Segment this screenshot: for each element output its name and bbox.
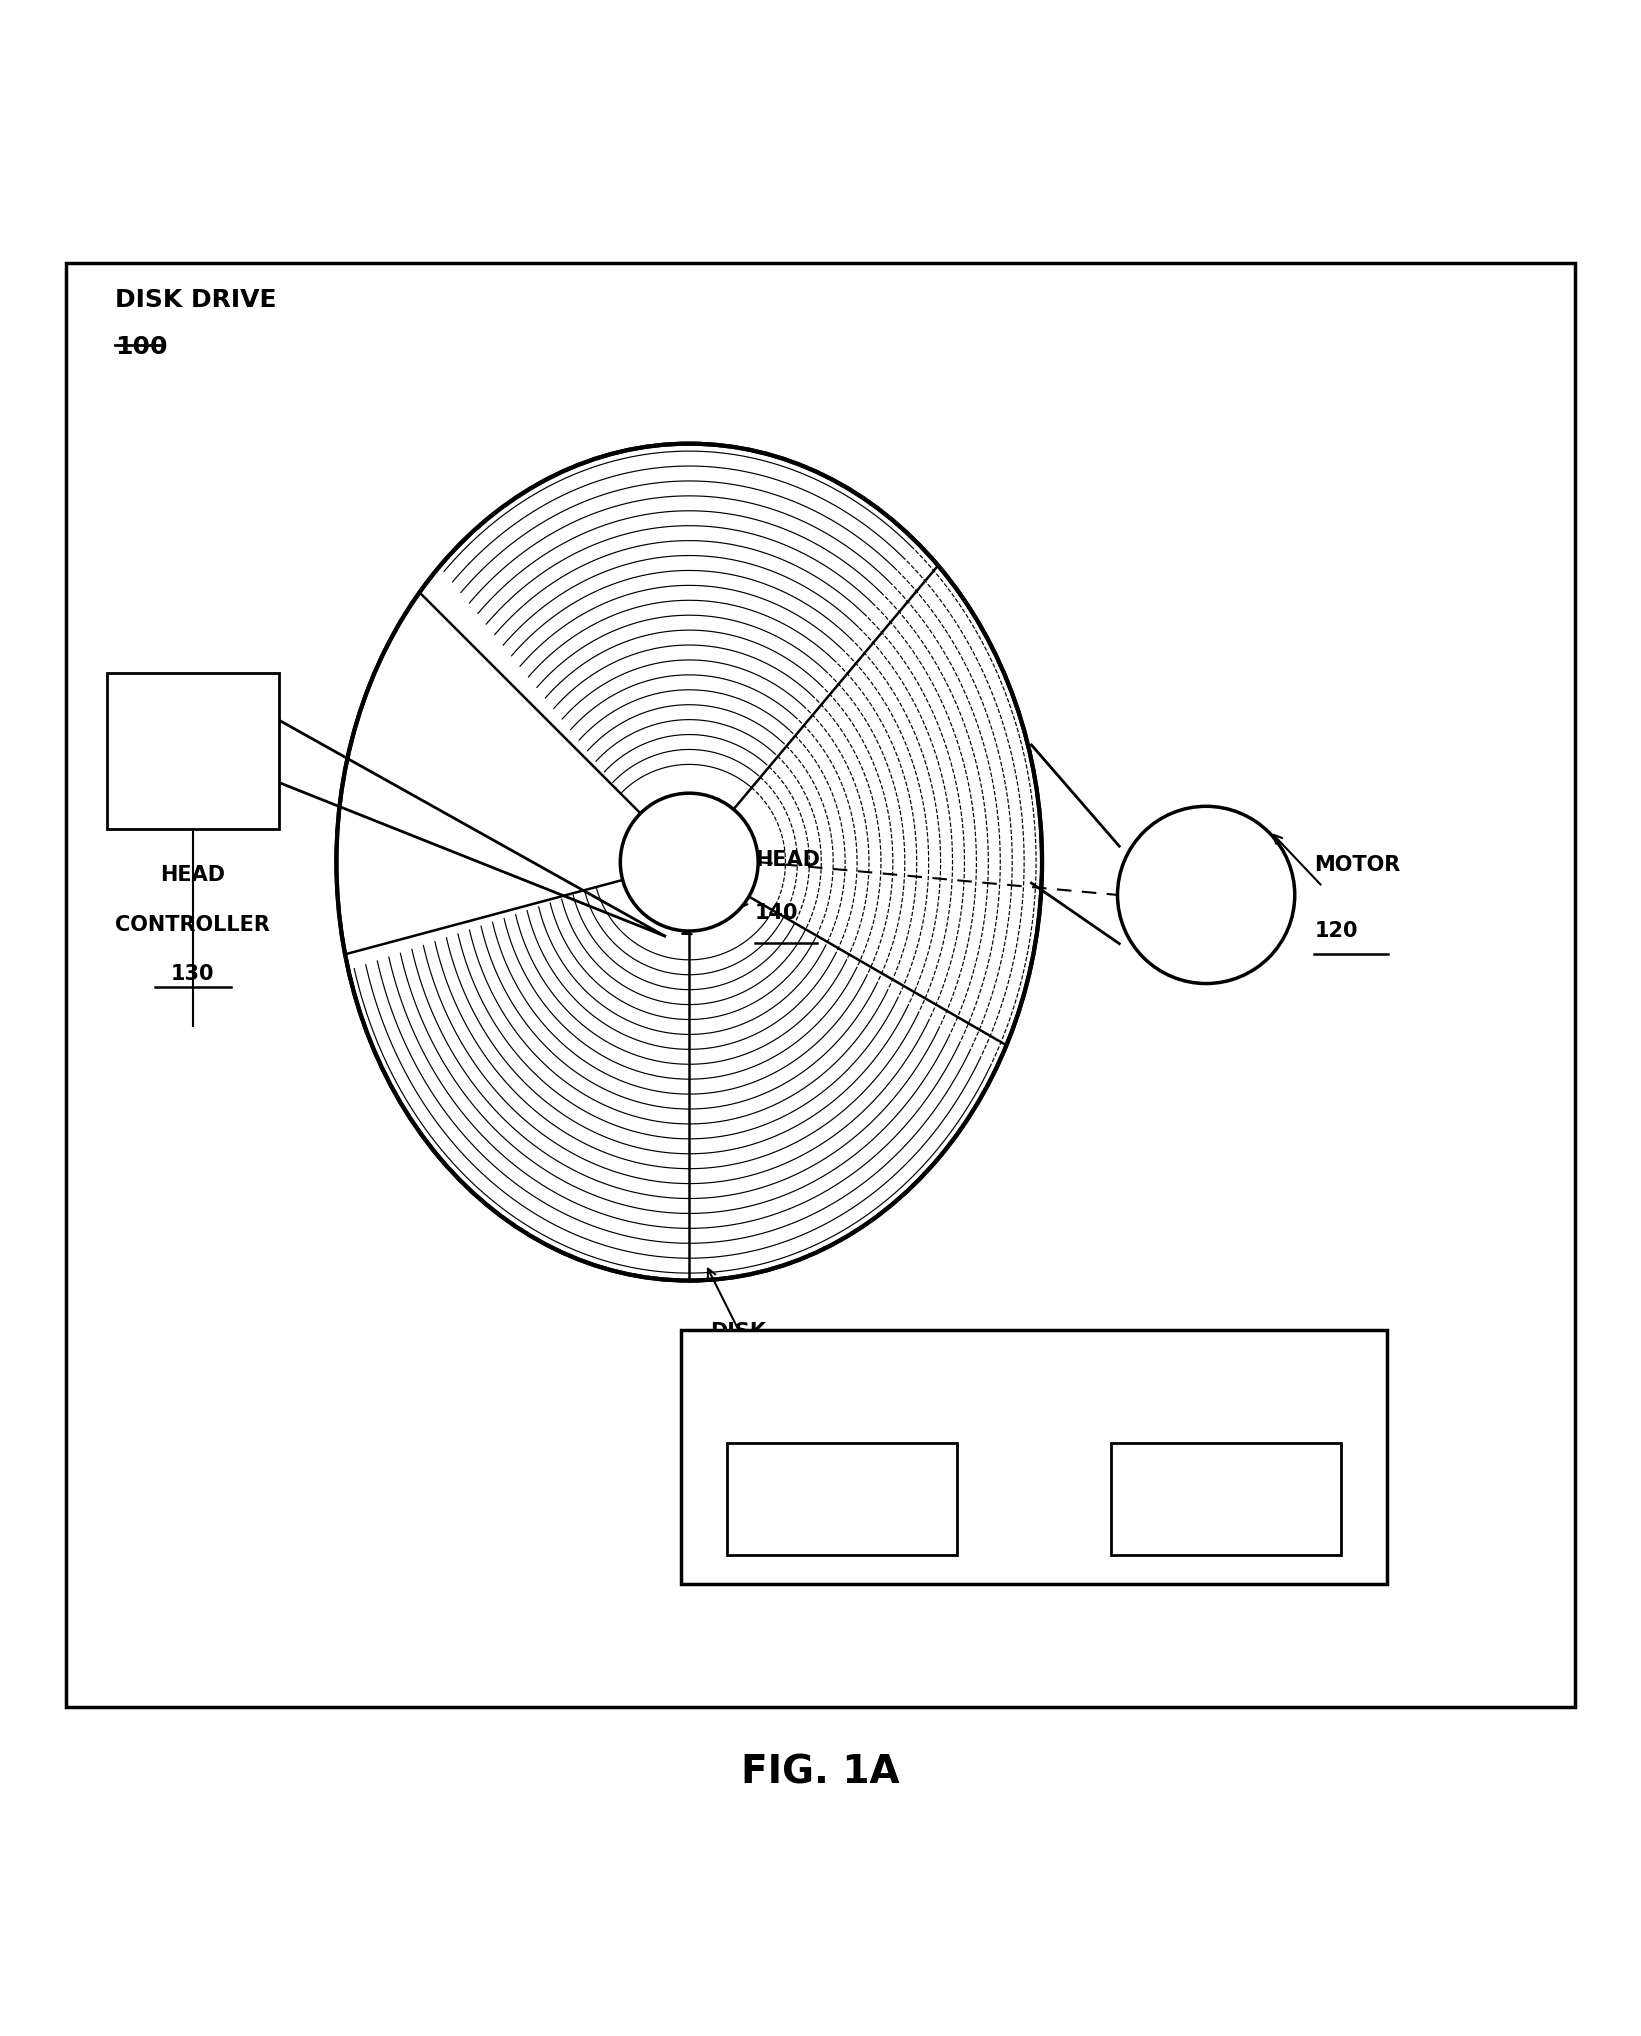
Bar (1111, 1444, 1341, 1556)
Bar (727, 1444, 957, 1556)
Bar (66, 263, 1575, 1708)
Text: 150: 150 (1011, 1409, 1057, 1429)
Bar (107, 674, 279, 829)
Text: 100: 100 (115, 336, 167, 358)
Text: 110: 110 (717, 1376, 760, 1397)
Text: CONTROLLER: CONTROLLER (115, 914, 271, 935)
Text: 154: 154 (1203, 1488, 1249, 1509)
Text: 152: 152 (819, 1488, 865, 1509)
Circle shape (620, 794, 758, 930)
Text: 140: 140 (755, 902, 799, 922)
Text: FIG. 1A: FIG. 1A (742, 1753, 899, 1792)
Text: 130: 130 (171, 963, 215, 983)
Text: 120: 120 (1314, 920, 1359, 941)
Text: HEAD: HEAD (755, 851, 820, 869)
Ellipse shape (336, 444, 1042, 1281)
Text: MOTOR: MOTOR (1314, 855, 1401, 875)
Text: DISK: DISK (711, 1321, 766, 1342)
Bar (681, 1330, 1387, 1584)
Text: HEAD: HEAD (161, 865, 225, 886)
Text: DISK DRIVE: DISK DRIVE (115, 287, 276, 312)
Text: TIMING CIRCUITRY: TIMING CIRCUITRY (919, 1350, 1149, 1370)
Circle shape (1118, 806, 1295, 983)
